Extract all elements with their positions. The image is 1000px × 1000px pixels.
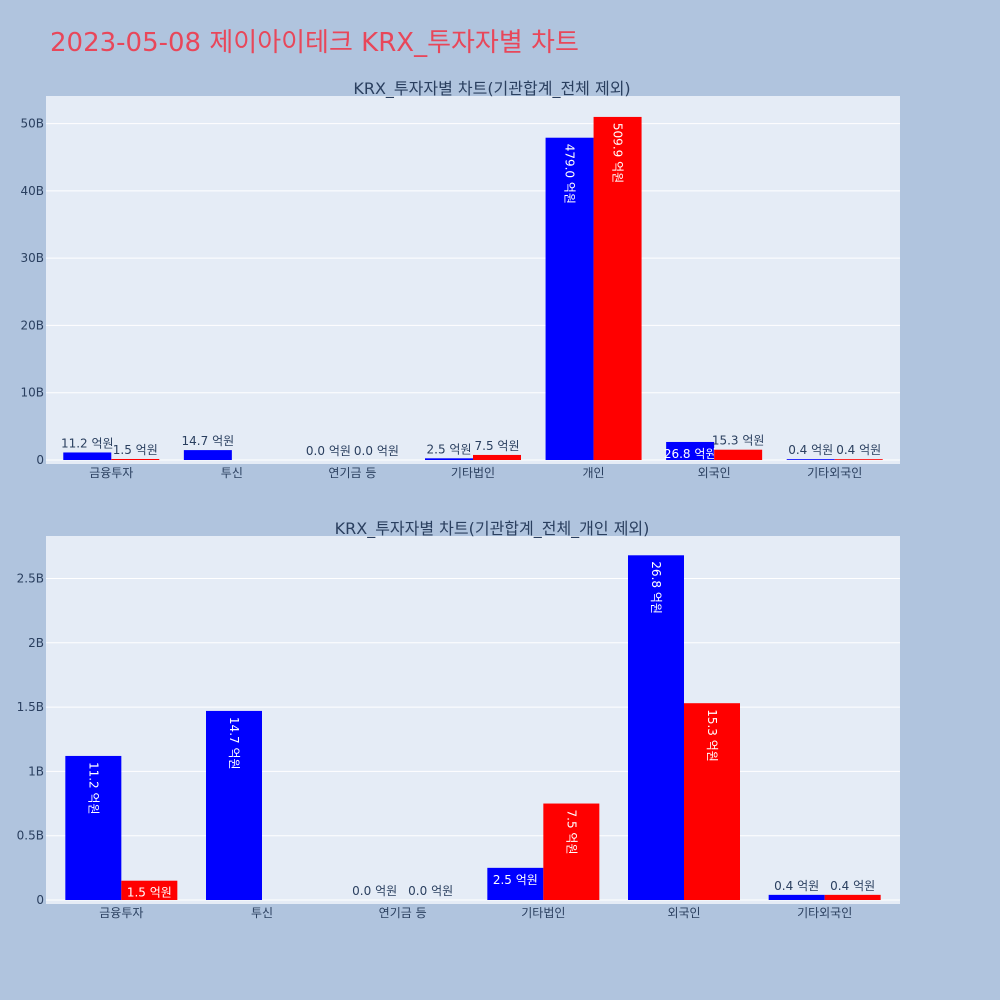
- bar-data-label: 14.7 억원: [182, 434, 235, 448]
- x-tick-label: 기타외국인: [797, 906, 852, 920]
- bar-sell: [824, 894, 881, 900]
- bar-buy: [628, 555, 684, 900]
- bar-buy: [425, 458, 473, 460]
- bar-data-label: 26.8 억원: [664, 447, 717, 461]
- bar-sell: [543, 803, 600, 900]
- bar-buy: [786, 459, 835, 460]
- bar-data-label: 7.5 억원: [564, 810, 578, 855]
- bar-data-label: 0.4 억원: [774, 879, 819, 893]
- plot-area: [46, 536, 900, 904]
- y-tick-label: 0: [36, 893, 44, 907]
- bar-buy: [545, 137, 594, 461]
- y-tick-label: 40B: [20, 184, 44, 198]
- x-tick-label: 기타외국인: [807, 466, 862, 480]
- x-tick-label: 금융투자: [99, 906, 143, 920]
- bar-sell: [121, 880, 178, 900]
- bar-data-label: 2.5 억원: [493, 873, 538, 887]
- bar-data-label: 0.4 억원: [788, 443, 833, 457]
- y-tick-label: 0: [36, 453, 44, 467]
- x-tick-label: 개인: [583, 466, 605, 480]
- chart-krx-excluding-institutions: KRX_투자자별 차트(기관합계_전체 제외) 0 10B 20B 30B 40B 50B 금…: [20, 79, 900, 480]
- y-tick-label: 0.5B: [17, 829, 44, 843]
- chart-title: KRX_투자자별 차트(기관합계_전체_개인 제외): [335, 519, 650, 539]
- bar-data-label: 11.2 억원: [61, 436, 114, 450]
- y-tick-label: 50B: [20, 117, 44, 131]
- bar-buy: [65, 755, 122, 900]
- y-tick-label: 30B: [20, 251, 44, 265]
- x-tick-label: 외국인: [698, 466, 731, 480]
- bar-sell: [473, 454, 521, 460]
- y-tick-label: 2B: [28, 636, 44, 650]
- bar-data-label: 0.0 억원: [354, 444, 399, 458]
- bar-buy: [63, 452, 112, 460]
- bar-sell: [684, 703, 740, 900]
- bar-data-label: 0.0 억원: [408, 884, 453, 898]
- bar-data-label: 7.5 억원: [475, 439, 520, 453]
- bar-buy: [487, 867, 544, 900]
- bar-data-label: 2.5 억원: [427, 442, 472, 456]
- bar-buy: [666, 441, 715, 460]
- page-title: 2023-05-08 제이아이테크 KRX_투자자별 차트: [50, 28, 579, 58]
- bar-sell: [834, 459, 883, 460]
- bar-data-label: 15.3 억원: [712, 434, 765, 448]
- bar-data-label: 15.3 억원: [705, 709, 719, 762]
- bar-data-label: 11.2 억원: [86, 762, 100, 815]
- x-tick-label: 연기금 등: [328, 466, 376, 480]
- bar-data-label: 0.4 억원: [830, 879, 875, 893]
- bar-data-label: 1.5 억원: [127, 886, 172, 900]
- y-tick-label: 1B: [28, 764, 44, 778]
- x-tick-label: 연기금 등: [379, 906, 427, 920]
- bar-buy: [206, 710, 262, 900]
- y-tick-label: 20B: [20, 318, 44, 332]
- chart-title: KRX_투자자별 차트(기관합계_전체 제외): [353, 79, 630, 99]
- bar-data-label: 0.4 억원: [836, 443, 881, 457]
- x-tick-label: 기타법인: [451, 466, 495, 480]
- y-tick-label: 10B: [20, 386, 44, 400]
- x-tick-label: 투신: [221, 466, 243, 480]
- bar-data-label: 509.9 억원: [611, 123, 625, 183]
- y-tick-label: 1.5B: [17, 700, 44, 714]
- x-tick-label: 투신: [251, 906, 273, 920]
- bar-buy: [768, 894, 825, 900]
- y-tick-label: 2.5B: [17, 571, 44, 585]
- bar-data-label: 0.0 억원: [306, 444, 351, 458]
- x-tick-label: 외국인: [667, 906, 700, 920]
- x-tick-label: 금융투자: [89, 466, 133, 480]
- x-tick-label: 기타법인: [521, 906, 565, 920]
- bar-data-label: 26.8 억원: [649, 561, 663, 614]
- bar-data-label: 1.5 억원: [113, 443, 158, 457]
- bar-sell: [593, 116, 642, 460]
- bar-sell: [714, 449, 763, 460]
- bar-data-label: 0.0 억원: [352, 884, 397, 898]
- bar-data-label: 479.0 억원: [563, 144, 577, 204]
- plot-area: [46, 96, 900, 464]
- chart-krx-excluding-institutions-and-individuals: KRX_투자자별 차트(기관합계_전체_개인 제외) 0 0.5B 1B 1.5B 2B 2…: [17, 519, 900, 920]
- bar-buy: [183, 450, 232, 460]
- bar-sell: [111, 458, 160, 460]
- bar-data-label: 14.7 억원: [227, 717, 241, 770]
